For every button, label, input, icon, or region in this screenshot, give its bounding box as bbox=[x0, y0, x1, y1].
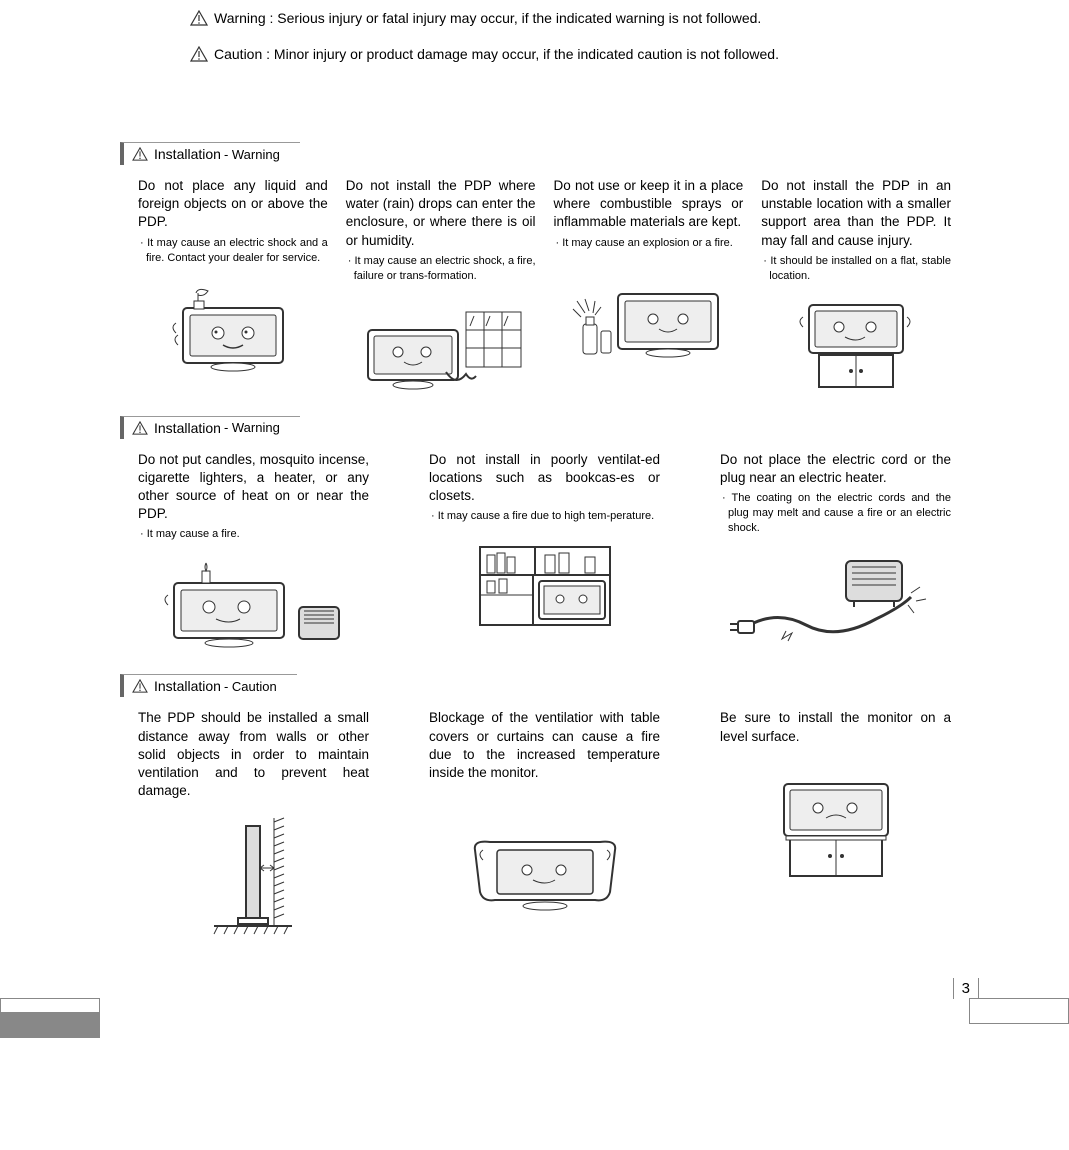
section-subtitle: - Caution bbox=[224, 679, 277, 694]
item-title: Blockage of the ventilatior with table c… bbox=[429, 709, 660, 782]
section-title: Installation bbox=[154, 420, 221, 436]
caution-item: Blockage of the ventilatior with table c… bbox=[429, 709, 660, 938]
item-note: · The coating on the electric cords and … bbox=[720, 491, 951, 536]
item-title: Do not put candles, mosquito incense, ci… bbox=[138, 451, 369, 524]
section-subtitle: - Warning bbox=[224, 147, 280, 162]
item-title: Do not place the electric cord or the pl… bbox=[720, 451, 951, 487]
warning-item: Do not install the PDP where water (rain… bbox=[346, 177, 536, 392]
illustration-cover-blockage bbox=[429, 790, 660, 920]
top-caution-line: Caution : Minor injury or product damage… bbox=[190, 46, 1009, 62]
item-title: The PDP should be installed a small dist… bbox=[138, 709, 369, 800]
section-1-row: Do not place any liquid and foreign obje… bbox=[120, 177, 969, 392]
section-caution-icon bbox=[132, 679, 148, 693]
footer-crop-mark bbox=[0, 998, 100, 1012]
illustration-cord-heater bbox=[720, 544, 951, 644]
illustration-heat-source bbox=[138, 550, 369, 650]
section-3-row: The PDP should be installed a small dist… bbox=[120, 709, 969, 938]
section-title: Installation bbox=[154, 146, 221, 162]
page-footer: 3 bbox=[0, 978, 1069, 1038]
footer-crop-mark bbox=[969, 998, 1069, 1024]
item-title: Do not install the PDP in an unstable lo… bbox=[761, 177, 951, 250]
page-number: 3 bbox=[953, 978, 979, 999]
item-title: Do not install in poorly ventilat-ed loc… bbox=[429, 451, 660, 506]
item-title: Do not use or keep it in a place where c… bbox=[554, 177, 744, 232]
item-title: Do not install the PDP where water (rain… bbox=[346, 177, 536, 250]
warning-item: Do not install the PDP in an unstable lo… bbox=[761, 177, 951, 392]
section-warning-icon bbox=[132, 147, 148, 161]
top-warning-line: Warning : Serious injury or fatal injury… bbox=[190, 10, 1009, 26]
top-caution-text: Caution : Minor injury or product damage… bbox=[214, 46, 779, 62]
item-title: Be sure to install the monitor on a leve… bbox=[720, 709, 951, 745]
illustration-wall-distance bbox=[138, 808, 369, 938]
section-header-installation-warning-2: Installation - Warning bbox=[120, 416, 300, 439]
section-title: Installation bbox=[154, 678, 221, 694]
section-header-installation-warning-1: Installation - Warning bbox=[120, 142, 300, 165]
warning-item: Do not place any liquid and foreign obje… bbox=[138, 177, 328, 392]
caution-item: The PDP should be installed a small dist… bbox=[138, 709, 369, 938]
warning-item: Do not place the electric cord or the pl… bbox=[720, 451, 951, 651]
warning-triangle-icon bbox=[190, 10, 208, 26]
section-subtitle: - Warning bbox=[224, 420, 280, 435]
warning-item: Do not use or keep it in a place where c… bbox=[554, 177, 744, 392]
illustration-level-surface bbox=[720, 754, 951, 884]
illustration-unstable bbox=[761, 292, 951, 392]
item-note: · It may cause an explosion or a fire. bbox=[554, 236, 744, 251]
section-2-row: Do not put candles, mosquito incense, ci… bbox=[120, 451, 969, 651]
warning-item: Do not put candles, mosquito incense, ci… bbox=[138, 451, 369, 651]
item-note: · It should be installed on a flat, stab… bbox=[761, 254, 951, 284]
illustration-bookcase bbox=[429, 532, 660, 632]
item-note: · It may cause a fire. bbox=[138, 527, 369, 542]
warning-item: Do not install in poorly ventilat-ed loc… bbox=[429, 451, 660, 651]
item-note: · It may cause a fire due to high tem-pe… bbox=[429, 509, 660, 524]
caution-item: Be sure to install the monitor on a leve… bbox=[720, 709, 951, 938]
section-header-installation-caution: Installation - Caution bbox=[120, 674, 297, 697]
caution-triangle-icon bbox=[190, 46, 208, 62]
illustration-combustible bbox=[554, 259, 744, 359]
item-note: · It may cause an electric shock, a fire… bbox=[346, 254, 536, 284]
item-note: · It may cause an electric shock and a f… bbox=[138, 236, 328, 266]
illustration-rain-humidity bbox=[346, 292, 536, 392]
footer-crop-mark bbox=[0, 1012, 100, 1038]
section-warning-icon bbox=[132, 421, 148, 435]
illustration-liquid-on-pdp bbox=[138, 273, 328, 373]
top-warning-text: Warning : Serious injury or fatal injury… bbox=[214, 10, 761, 26]
item-title: Do not place any liquid and foreign obje… bbox=[138, 177, 328, 232]
